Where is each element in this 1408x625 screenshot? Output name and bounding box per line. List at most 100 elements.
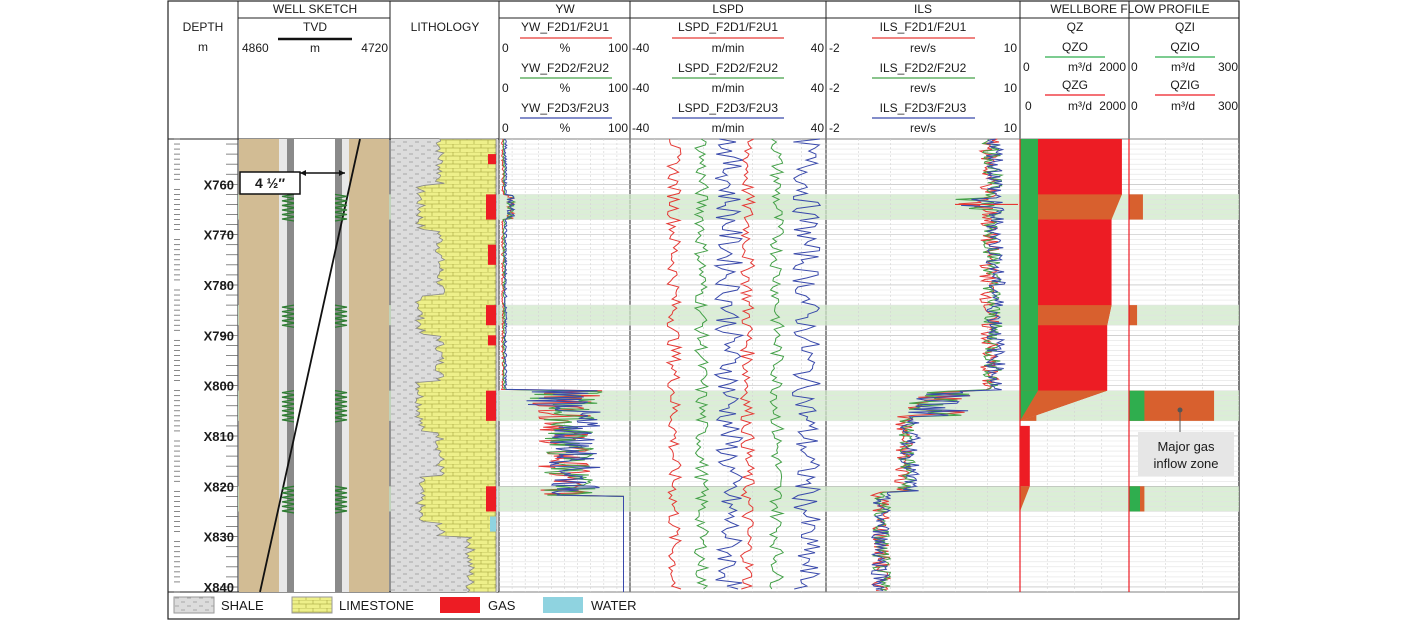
tubing-interior (294, 139, 335, 592)
perforation-icon (334, 207, 348, 213)
lspd-curve (713, 138, 745, 590)
legend-label-water: WATER (591, 598, 637, 613)
lithology-gas (488, 335, 496, 346)
yw-title: YW (555, 2, 575, 16)
depth-axis: X760 X770 X780 X790 X800 X810 X820 X830 … (204, 177, 234, 595)
qzo-area (1020, 390, 1038, 421)
legend-swatch-shale (173, 596, 215, 614)
perforation-icon (281, 313, 295, 319)
qzo-max: 2000 (1099, 60, 1126, 74)
arrow-head-icon (300, 170, 306, 176)
lspd-curve (693, 138, 711, 590)
perforation-icon (334, 318, 348, 324)
tvd-max: 4720 (361, 41, 388, 55)
legend-label-shale: SHALE (221, 598, 264, 613)
perforation-icon (334, 499, 348, 505)
legend-label-gas: GAS (488, 598, 516, 613)
well-sketch-title: WELL SKETCH (273, 2, 357, 16)
flow-profile-title: WELLBORE FLOW PROFILE (1050, 2, 1209, 16)
yw-curve-3-max: 100 (608, 121, 628, 135)
depth-label: X820 (204, 479, 234, 494)
perforation-icon (281, 390, 295, 396)
yw-curve-3-name: YW_F2D3/F2U3 (521, 101, 609, 115)
qzio-min: 0 (1131, 60, 1138, 74)
tvd-label: TVD (303, 20, 327, 34)
qz-transition (1036, 305, 1112, 326)
ils-title: ILS (914, 2, 932, 16)
qzg-unit: m³/d (1068, 99, 1092, 113)
lspd-title: LSPD (712, 2, 744, 16)
perforation-icon (281, 494, 295, 501)
lithology-gas (488, 244, 496, 265)
perforation-icon (334, 198, 348, 204)
qzio-name: QZIO (1170, 40, 1199, 54)
qzo-name: QZO (1062, 40, 1088, 54)
lithology-gas (486, 486, 496, 512)
perforation-icon (281, 508, 295, 514)
perforation-icon (281, 308, 295, 315)
perforation-icon (281, 207, 295, 213)
qzig-unit: m³/d (1171, 99, 1195, 113)
yw-curve-1-min: 0 (502, 41, 509, 55)
tvd-unit: m (310, 41, 320, 55)
ils-curve-2-name: ILS_F2D2/F2U2 (880, 61, 967, 75)
ils-curve-1-unit: rev/s (910, 41, 936, 55)
qzg-area (1020, 425, 1030, 487)
perforation-icon (334, 211, 348, 218)
perforation-icon (334, 494, 348, 501)
lspd-curve-3-name: LSPD_F2D3/F2U3 (678, 101, 778, 115)
perforation-icon (334, 394, 348, 400)
arrow-head-icon (339, 170, 345, 176)
perforation-icon (281, 318, 295, 324)
perforation-icon (281, 394, 295, 400)
ils-curve-3-name: ILS_F2D3/F2U3 (880, 101, 967, 115)
ils-curve-3-max: 10 (1004, 121, 1018, 135)
ils-curve-1-max: 10 (1004, 41, 1018, 55)
lithology-gas (488, 154, 496, 165)
perforation-icon (334, 403, 348, 409)
qzi-title: QZI (1175, 20, 1195, 34)
depth-track-unit: m (198, 40, 208, 54)
lspd-curve (768, 138, 785, 590)
legend-swatch-water (543, 597, 583, 613)
lithology-gas (486, 305, 496, 326)
qzg-name: QZG (1062, 78, 1088, 92)
qzig-name: QZIG (1170, 78, 1199, 92)
perforation-icon (334, 322, 348, 328)
legend-swatch-limestone (291, 596, 333, 614)
yw-curve-1-max: 100 (608, 41, 628, 55)
perforation-icon (334, 216, 348, 222)
lithology-limestone (413, 138, 497, 593)
depth-label: X770 (204, 228, 234, 243)
yw-curve (503, 138, 624, 592)
perforation-icon (334, 412, 348, 418)
gas-inflow-annotation: Major gas inflow zone (1138, 407, 1234, 476)
lspd-curve-1-min: -40 (632, 41, 650, 55)
legend-swatch-gas (440, 597, 480, 613)
perforation-icon (334, 508, 348, 514)
qzo-unit: m³/d (1068, 60, 1092, 74)
perforation-icon (334, 390, 348, 396)
yw-curve-1-unit: % (560, 41, 571, 55)
perforation-icon (281, 193, 295, 200)
perforation-icon (281, 198, 295, 204)
perforation-icon (334, 308, 348, 315)
lithology-title: LITHOLOGY (411, 20, 480, 34)
legend: SHALE LIMESTONE GAS WATER (173, 596, 637, 614)
qz-transition (1020, 390, 1108, 421)
qzig-max: 300 (1218, 99, 1238, 113)
yw-curve-2-min: 0 (502, 81, 509, 95)
lspd-curve-3-min: -40 (632, 121, 650, 135)
perforation-icon (334, 490, 348, 496)
lspd-curve-1-max: 40 (811, 41, 825, 55)
perforation-icon (281, 322, 295, 328)
lspd-curve-2-unit: m/min (712, 81, 745, 95)
depth-track-title: DEPTH (183, 20, 224, 34)
casing-right (335, 139, 342, 592)
ils-curve-2-min: -2 (829, 81, 840, 95)
lspd-curve-2-max: 40 (811, 81, 825, 95)
qzg-max: 2000 (1099, 99, 1126, 113)
casing-size-label: 4 ½″ (255, 175, 285, 191)
perforation-icon (281, 485, 295, 491)
